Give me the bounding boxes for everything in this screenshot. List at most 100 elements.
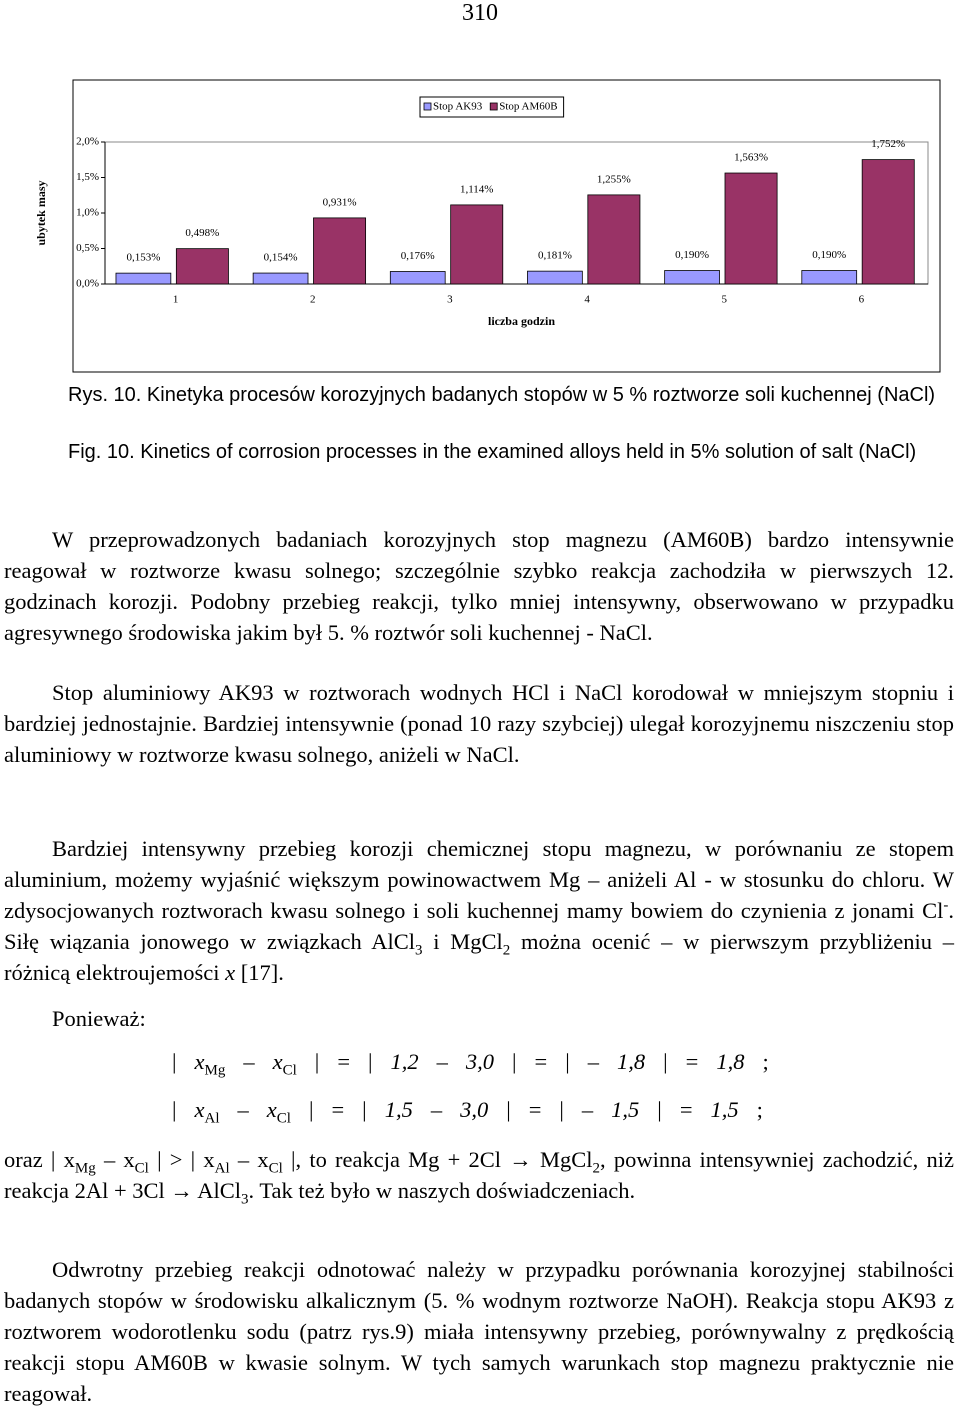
paragraph: Bardziej intensywny przebieg korozji che… xyxy=(4,833,954,988)
x-tick-label: 1 xyxy=(173,294,179,306)
bar xyxy=(115,272,172,285)
text-segment: – xyxy=(436,1049,448,1074)
script-wrap: 3 xyxy=(241,1178,249,1207)
x-tick-label: 3 xyxy=(447,294,453,306)
text-segment: 1,5 xyxy=(384,1097,413,1122)
text-segment: 1,8 xyxy=(617,1049,646,1074)
x-tick-label: 2 xyxy=(310,294,316,306)
text-segment: – xyxy=(237,1097,249,1122)
text-segment: x xyxy=(194,1049,205,1074)
text-segment: – xyxy=(587,1049,600,1074)
text-segment: = xyxy=(534,1049,548,1074)
script-wrap: Al xyxy=(205,1097,220,1126)
text-segment: x xyxy=(266,1097,277,1122)
formula: | xMg – xCl | = | 1,2–3,0 | = | –1,8 | = 1,8; xyxy=(172,1046,769,1079)
script-wrap: Mg xyxy=(75,1147,96,1176)
text-segment: | xyxy=(368,1049,373,1074)
bar xyxy=(587,194,641,285)
legend-label: Stop AM60B xyxy=(499,101,557,113)
text-segment: 1,5 xyxy=(611,1097,640,1122)
caption-en: Fig. 10. Kinetics of corrosion processes… xyxy=(68,441,917,463)
y-tick-label: 2,0% xyxy=(76,136,99,148)
bar xyxy=(724,172,778,285)
value-label: 1,114% xyxy=(460,183,494,195)
x-axis-title: liczba godzin xyxy=(488,314,555,328)
legend-label: Stop AK93 xyxy=(433,101,483,113)
text-segment: można ocenić – w pierwszym przybliżeniu … xyxy=(4,929,954,985)
script-wrap: 2 xyxy=(503,929,511,958)
text-segment: ; xyxy=(756,1097,763,1122)
text-segment: 3,0 xyxy=(465,1049,495,1074)
bar xyxy=(313,217,367,285)
value-label: 1,255% xyxy=(597,173,631,185)
text-segment: [17]. xyxy=(235,960,284,985)
subscript: Mg xyxy=(204,1062,226,1079)
text-segment: – xyxy=(430,1097,443,1122)
text-segment: | xyxy=(663,1049,668,1074)
subscript: Cl xyxy=(134,1160,149,1177)
text-segment: 1,5 xyxy=(710,1097,739,1122)
page-number: 310 xyxy=(462,0,498,26)
text-segment: oraz | x xyxy=(4,1147,75,1172)
subscript: Al xyxy=(204,1110,220,1127)
script-wrap: Al xyxy=(215,1147,230,1176)
value-label: 0,176% xyxy=(401,250,435,262)
text-segment: | xyxy=(172,1049,177,1074)
chart: 0,0% 0,5% 1,0% 1,5% 2,0% ubytek masy liczba go… xyxy=(34,79,941,373)
subscript: Al xyxy=(214,1160,230,1177)
text-segment: – x xyxy=(95,1147,135,1172)
subscript: Mg xyxy=(74,1160,96,1177)
bar xyxy=(389,271,446,285)
text-segment: Bardziej intensywny przebieg korozji che… xyxy=(4,836,954,923)
text-segment: | xyxy=(565,1049,570,1074)
paragraph: W przeprowadzonych badaniach korozyjnych… xyxy=(4,527,954,645)
value-label: 0,190% xyxy=(812,249,846,261)
paragraph: Stop aluminiowy AK93 w roztworach wodnyc… xyxy=(4,680,954,767)
legend-swatch xyxy=(489,102,498,111)
y-axis-title: ubytek masy xyxy=(34,180,48,245)
chart-frame xyxy=(72,79,941,373)
text-segment: | xyxy=(362,1097,367,1122)
paragraph: oraz | xMg – xCl | > | xAl – xCl |, to r… xyxy=(4,1144,954,1207)
script-wrap: Mg xyxy=(205,1049,226,1078)
text-segment: |, to reakcja Mg + 2Cl → MgCl xyxy=(282,1147,593,1172)
text-segment: i MgCl xyxy=(422,929,503,954)
text-segment: x xyxy=(225,960,236,985)
subscript: 3 xyxy=(241,1191,249,1208)
text-segment: | xyxy=(506,1097,511,1122)
value-label: 1,752% xyxy=(871,138,905,150)
bar xyxy=(450,204,504,285)
y-tick-label: 0,0% xyxy=(76,278,99,290)
script-wrap: Cl xyxy=(277,1097,291,1126)
value-label: 0,154% xyxy=(264,252,298,264)
text-segment: x xyxy=(194,1097,205,1122)
text-segment: x xyxy=(272,1049,283,1074)
y-tick-label: 1,5% xyxy=(76,171,99,183)
text-segment: = xyxy=(685,1049,699,1074)
subscript: Cl xyxy=(282,1062,297,1079)
legend-swatch xyxy=(423,102,432,111)
y-tick-label: 1,0% xyxy=(76,207,99,219)
text-segment: 1,8 xyxy=(716,1049,745,1074)
text-segment: = xyxy=(528,1097,542,1122)
paragraph: Ponieważ: xyxy=(52,1006,146,1031)
text-segment: . Siłę wiązania jonowego w związkach AlC… xyxy=(4,898,954,954)
bar xyxy=(252,272,309,285)
text-segment: | xyxy=(314,1049,320,1074)
value-label: 0,931% xyxy=(323,196,357,208)
subscript: 2 xyxy=(502,942,511,959)
subscript: Cl xyxy=(268,1160,283,1177)
caption-pl: Rys. 10. Kinetyka procesów korozyjnych b… xyxy=(68,384,936,406)
text-segment: – x xyxy=(229,1147,269,1172)
text-segment: . Tak też było w naszych doświadczeniach… xyxy=(248,1178,636,1203)
text-segment: 3,0 xyxy=(460,1097,489,1122)
bar xyxy=(664,270,720,285)
subscript: 2 xyxy=(592,1160,601,1177)
script-wrap: 3 xyxy=(415,929,423,958)
script-wrap: Cl xyxy=(135,1147,149,1176)
text-segment: = xyxy=(331,1097,345,1122)
paragraph: Odwrotny przebieg reakcji odnotować nale… xyxy=(4,1257,954,1406)
x-tick-label: 5 xyxy=(722,294,728,306)
superscript: - xyxy=(943,897,949,914)
